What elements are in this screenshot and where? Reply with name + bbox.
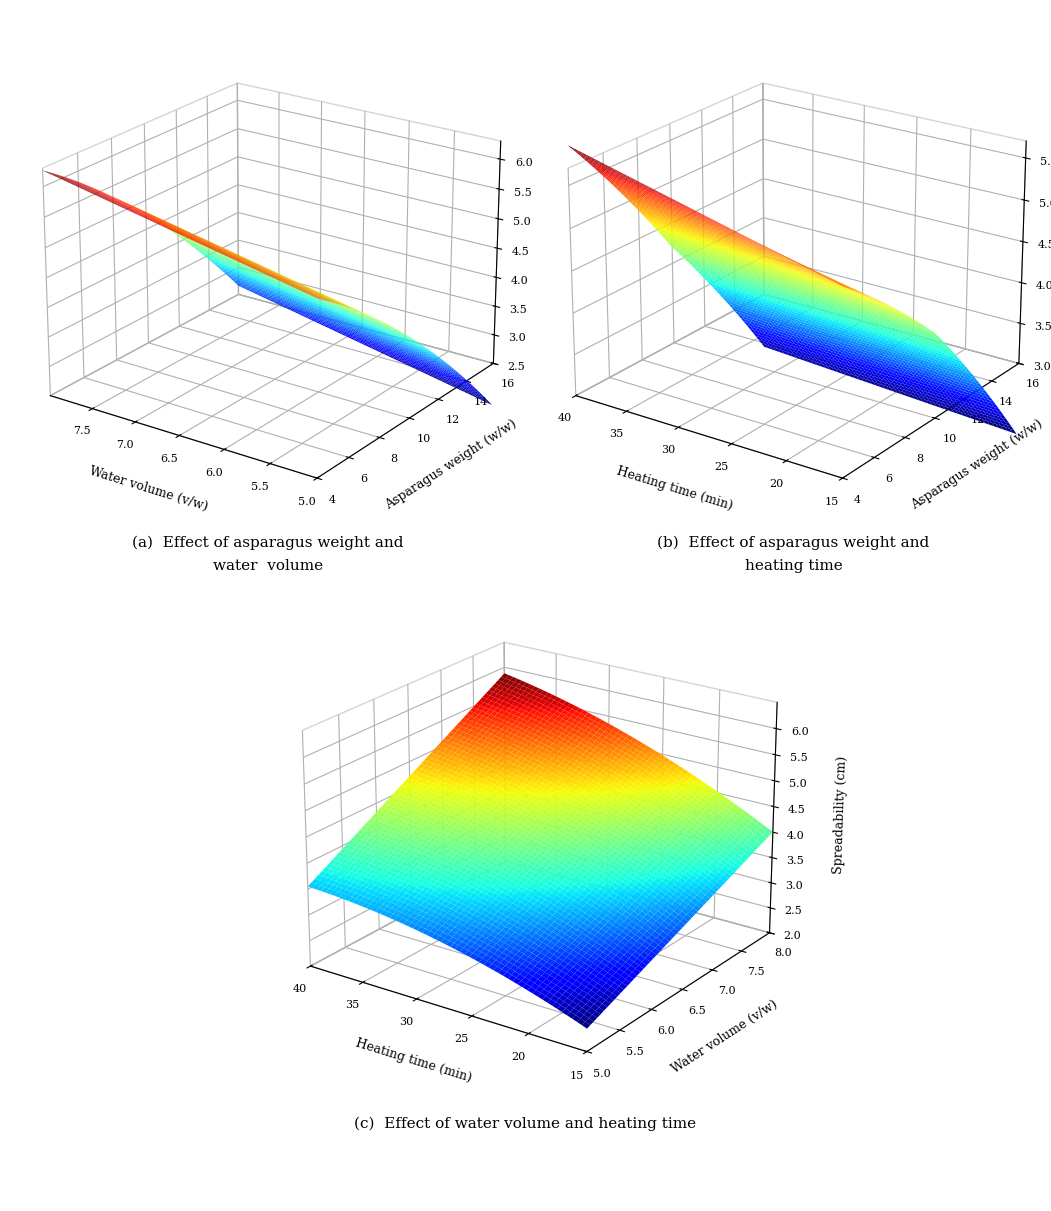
Text: (a)  Effect of asparagus weight and: (a) Effect of asparagus weight and (132, 535, 404, 550)
Text: water  volume: water volume (213, 559, 323, 574)
Text: (c)  Effect of water volume and heating time: (c) Effect of water volume and heating t… (354, 1117, 697, 1131)
X-axis label: Heating time (min): Heating time (min) (354, 1037, 473, 1085)
Y-axis label: Asparagus weight (w/w): Asparagus weight (w/w) (909, 418, 1045, 512)
Text: (b)  Effect of asparagus weight and: (b) Effect of asparagus weight and (657, 535, 930, 550)
X-axis label: Heating time (min): Heating time (min) (615, 465, 734, 513)
X-axis label: Water volume (v/w): Water volume (v/w) (88, 464, 209, 513)
Y-axis label: Asparagus weight (w/w): Asparagus weight (w/w) (384, 418, 519, 512)
Y-axis label: Water volume (v/w): Water volume (v/w) (669, 997, 780, 1075)
Text: heating time: heating time (744, 559, 843, 574)
